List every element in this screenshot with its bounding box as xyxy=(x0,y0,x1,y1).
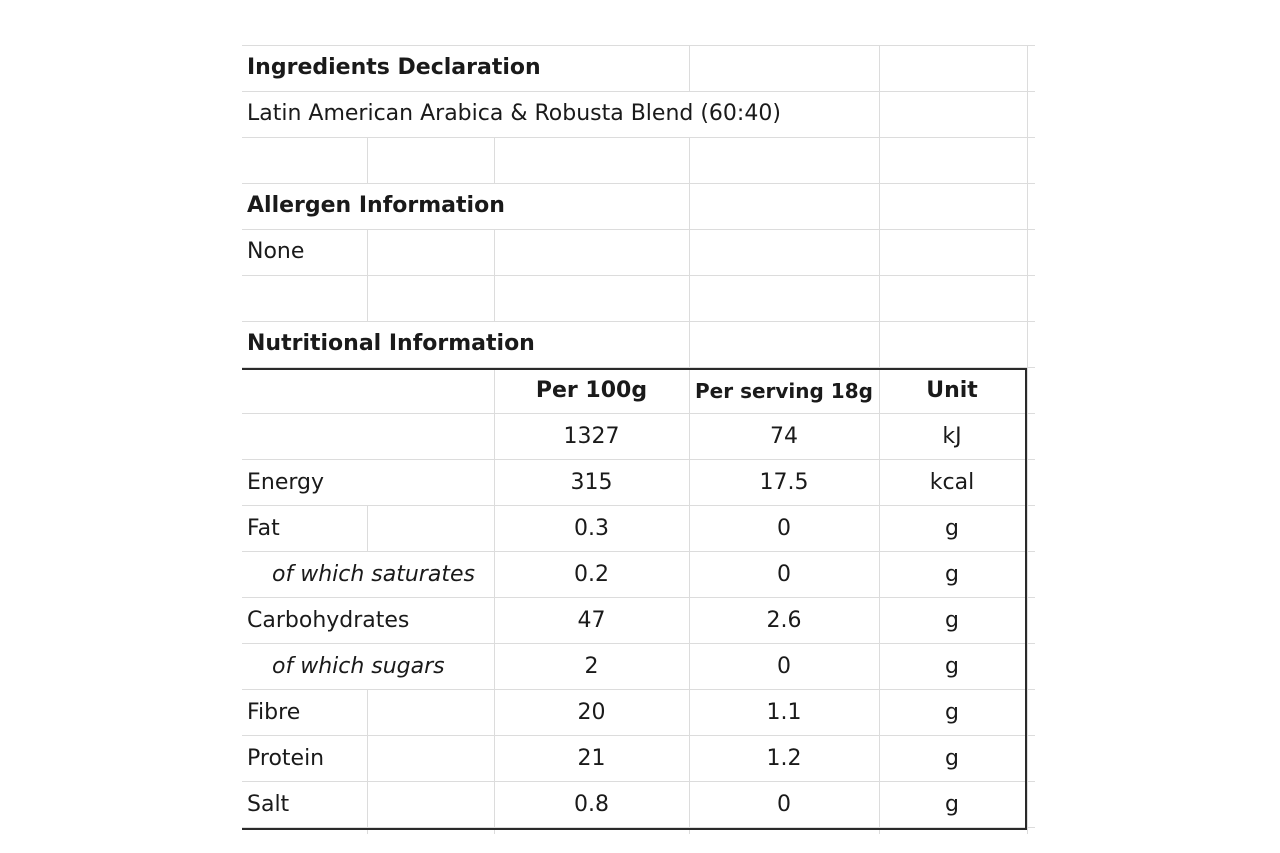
per-100g-value: 0.3 xyxy=(574,516,609,541)
gridline xyxy=(242,321,1035,322)
nutrient-label: Carbohydrates xyxy=(247,608,410,633)
allergen-text: None xyxy=(247,239,305,264)
per-serving-value: 1.1 xyxy=(766,700,802,725)
gridline xyxy=(242,735,1035,736)
per-100g-value: 0.2 xyxy=(574,562,609,587)
nutrient-label: Salt xyxy=(247,792,290,817)
nutrient-label: Fat xyxy=(247,516,280,541)
column-header-per-100g: Per 100g xyxy=(535,378,648,403)
gridline xyxy=(242,413,1035,414)
gridline xyxy=(367,137,368,183)
gridline xyxy=(367,506,368,552)
per-100g-value: 47 xyxy=(577,608,606,633)
gridline xyxy=(242,229,1035,230)
gridline xyxy=(242,597,1035,598)
nutrient-label: of which sugars xyxy=(272,654,445,679)
gridline xyxy=(242,367,1035,368)
gridline xyxy=(367,229,368,321)
per-serving-value: 0 xyxy=(777,562,791,587)
nutrient-label: Energy xyxy=(247,470,325,495)
gridline xyxy=(1027,45,1028,834)
gridline xyxy=(242,827,1035,828)
gridline xyxy=(242,551,1035,552)
column-header-unit: Unit xyxy=(926,378,978,403)
gridline xyxy=(494,229,495,321)
gridline xyxy=(689,45,690,91)
unit-value: g xyxy=(945,746,959,771)
per-100g-value: 2 xyxy=(584,654,599,679)
column-header-per-serving: Per serving 18g xyxy=(695,379,873,403)
unit-value: kJ xyxy=(942,424,962,449)
gridline xyxy=(689,137,690,834)
gridline xyxy=(242,45,1035,46)
gridline xyxy=(242,137,1035,138)
gridline xyxy=(494,368,495,834)
gridline xyxy=(242,183,1035,184)
gridline xyxy=(879,45,880,834)
unit-value: g xyxy=(945,516,959,541)
per-100g-value: 1327 xyxy=(563,424,620,449)
nutrient-label: of which saturates xyxy=(272,562,475,587)
per-serving-value: 0 xyxy=(777,516,791,541)
spreadsheet: Ingredients Declaration Latin American A… xyxy=(242,45,1035,834)
unit-value: g xyxy=(945,608,959,633)
unit-value: kcal xyxy=(929,470,975,495)
gridline xyxy=(242,275,1035,276)
unit-value: g xyxy=(945,792,959,817)
per-100g-value: 315 xyxy=(570,470,613,495)
per-100g-value: 20 xyxy=(577,700,606,725)
gridline xyxy=(242,505,1035,506)
per-100g-value: 0.8 xyxy=(574,792,609,817)
per-serving-value: 74 xyxy=(770,424,798,449)
ingredients-text: Latin American Arabica & Robusta Blend (… xyxy=(247,101,781,126)
gridline xyxy=(242,91,1035,92)
unit-value: g xyxy=(945,654,959,679)
unit-value: g xyxy=(945,700,959,725)
gridline xyxy=(367,690,368,834)
nutrition-heading: Nutritional Information xyxy=(247,331,535,356)
nutrient-label: Fibre xyxy=(247,700,301,725)
per-serving-value: 0 xyxy=(777,792,791,817)
ingredients-heading: Ingredients Declaration xyxy=(247,55,541,80)
gridline xyxy=(242,781,1035,782)
gridline xyxy=(242,643,1035,644)
per-serving-value: 2.6 xyxy=(766,608,802,633)
per-serving-value: 1.2 xyxy=(766,746,802,771)
gridline xyxy=(494,137,495,183)
per-100g-value: 21 xyxy=(577,746,606,771)
gridline xyxy=(242,459,1035,460)
per-serving-value: 17.5 xyxy=(759,470,809,495)
nutrient-label: Protein xyxy=(247,746,325,771)
nutrient-label xyxy=(242,414,494,460)
unit-value: g xyxy=(945,562,959,587)
allergen-heading: Allergen Information xyxy=(247,193,505,218)
per-serving-value: 0 xyxy=(777,654,791,679)
gridline xyxy=(242,689,1035,690)
